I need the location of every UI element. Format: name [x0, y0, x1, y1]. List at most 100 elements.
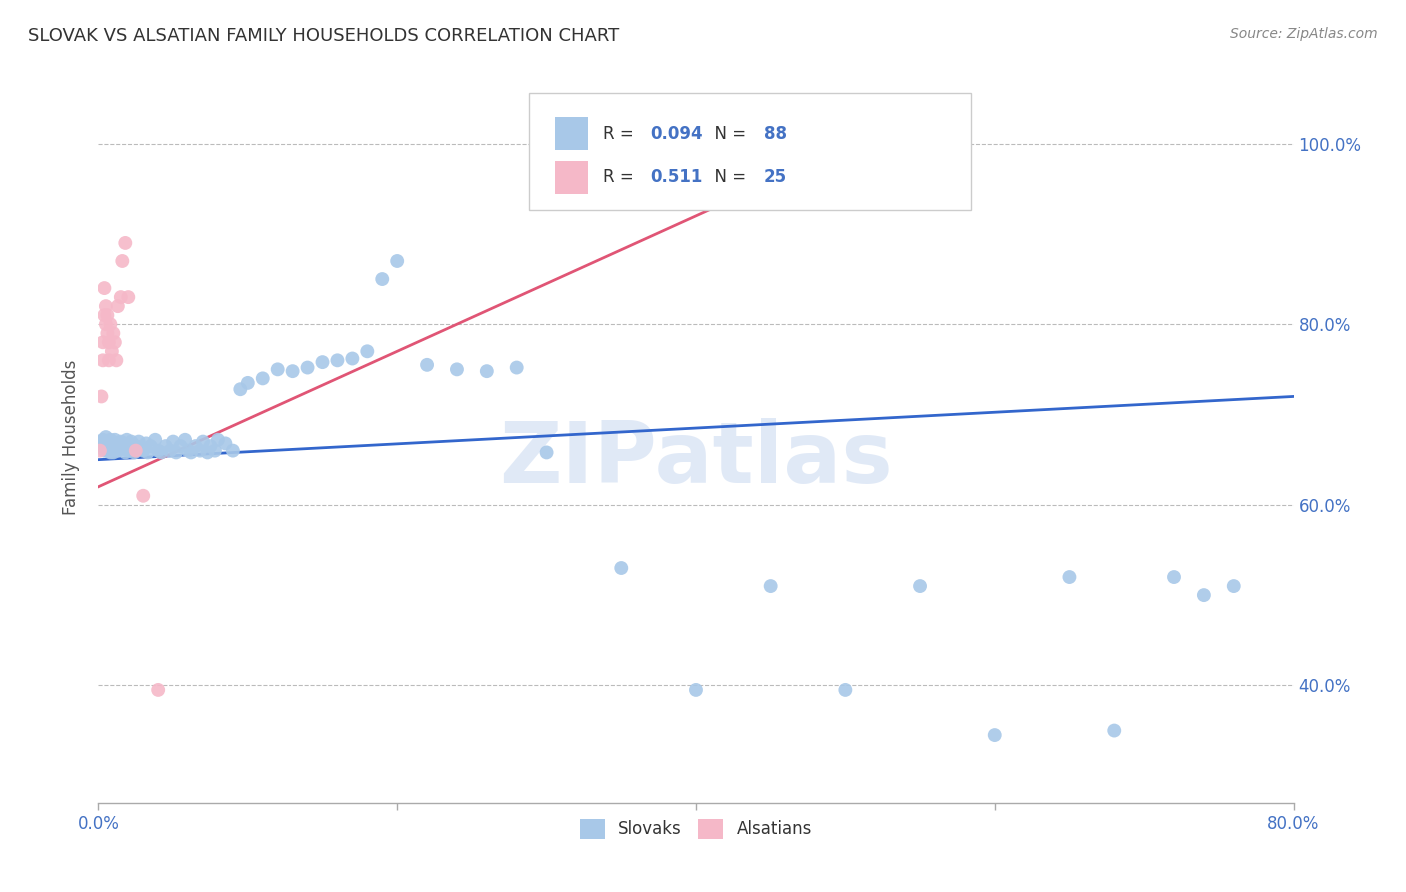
Point — [342, 351, 364, 366]
Point — [200, 439, 222, 453]
Point — [93, 436, 115, 450]
Point — [229, 382, 252, 396]
Point — [110, 290, 132, 304]
Point — [311, 355, 333, 369]
Point — [385, 254, 409, 268]
Point — [1104, 723, 1126, 738]
Point — [103, 439, 125, 453]
Point — [177, 443, 200, 458]
Point — [94, 317, 117, 331]
Point — [128, 434, 150, 449]
Point — [207, 433, 229, 447]
Point — [105, 353, 128, 368]
Point — [267, 362, 290, 376]
Text: ZIPatlas: ZIPatlas — [499, 417, 893, 500]
Point — [91, 439, 114, 453]
Point — [416, 358, 439, 372]
Point — [105, 439, 128, 453]
Point — [96, 326, 118, 341]
Point — [1223, 579, 1246, 593]
Point — [97, 439, 120, 453]
Point — [104, 335, 127, 350]
Text: 88: 88 — [763, 125, 787, 143]
Point — [685, 682, 707, 697]
Point — [148, 682, 170, 697]
Point — [148, 443, 170, 458]
Point — [108, 439, 131, 453]
Point — [101, 436, 124, 450]
Point — [111, 442, 134, 456]
Point — [371, 272, 394, 286]
Point — [110, 434, 132, 449]
Point — [97, 434, 120, 449]
Point — [132, 489, 155, 503]
Point — [139, 439, 162, 453]
Text: 0.094: 0.094 — [651, 125, 703, 143]
Point — [118, 439, 141, 453]
Point — [506, 360, 529, 375]
Point — [98, 317, 122, 331]
Legend: Slovaks, Alsatians: Slovaks, Alsatians — [574, 812, 818, 846]
Point — [90, 389, 112, 403]
Text: R =: R = — [603, 169, 644, 186]
Point — [91, 433, 114, 447]
Point — [136, 445, 159, 459]
Point — [120, 434, 142, 449]
Point — [129, 442, 152, 456]
Point — [117, 290, 139, 304]
Point — [121, 442, 143, 456]
Point — [536, 445, 558, 459]
Point — [124, 445, 146, 459]
Point — [132, 443, 155, 458]
Point — [188, 443, 211, 458]
Point — [93, 281, 115, 295]
Point — [297, 360, 319, 375]
FancyBboxPatch shape — [555, 117, 589, 150]
Point — [98, 445, 122, 459]
Point — [114, 235, 136, 250]
Point — [103, 326, 125, 341]
Point — [112, 436, 135, 450]
Point — [93, 308, 115, 322]
FancyBboxPatch shape — [529, 94, 972, 211]
FancyBboxPatch shape — [555, 161, 589, 194]
Point — [97, 353, 120, 368]
Text: N =: N = — [704, 169, 752, 186]
Point — [125, 439, 148, 453]
Point — [155, 439, 177, 453]
Point — [326, 353, 349, 368]
Point — [135, 436, 157, 450]
Text: 25: 25 — [763, 169, 787, 186]
Point — [107, 436, 129, 450]
Point — [96, 308, 118, 322]
Point — [159, 443, 181, 458]
Point — [169, 439, 191, 453]
Point — [94, 439, 117, 453]
Point — [117, 443, 139, 458]
Point — [107, 299, 129, 313]
Point — [93, 443, 115, 458]
Point — [759, 579, 782, 593]
Point — [356, 344, 378, 359]
Point — [96, 443, 118, 458]
Point — [94, 299, 117, 313]
Point — [103, 445, 125, 459]
Point — [91, 335, 114, 350]
Point — [101, 443, 124, 458]
Point — [115, 433, 138, 447]
Text: Source: ZipAtlas.com: Source: ZipAtlas.com — [1230, 27, 1378, 41]
Point — [150, 445, 173, 459]
Point — [90, 434, 112, 449]
Text: N =: N = — [704, 125, 752, 143]
Point — [174, 433, 197, 447]
Text: R =: R = — [603, 125, 638, 143]
Point — [834, 682, 856, 697]
Point — [104, 443, 127, 458]
Point — [446, 362, 468, 376]
Point — [91, 353, 114, 368]
Point — [101, 344, 124, 359]
Point — [165, 445, 187, 459]
Point — [191, 434, 214, 449]
Point — [94, 430, 117, 444]
Y-axis label: Family Households: Family Households — [62, 359, 80, 515]
